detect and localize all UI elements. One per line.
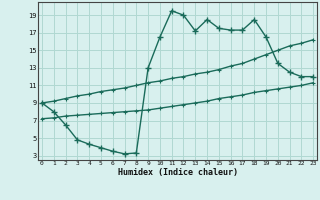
X-axis label: Humidex (Indice chaleur): Humidex (Indice chaleur) <box>118 168 238 177</box>
